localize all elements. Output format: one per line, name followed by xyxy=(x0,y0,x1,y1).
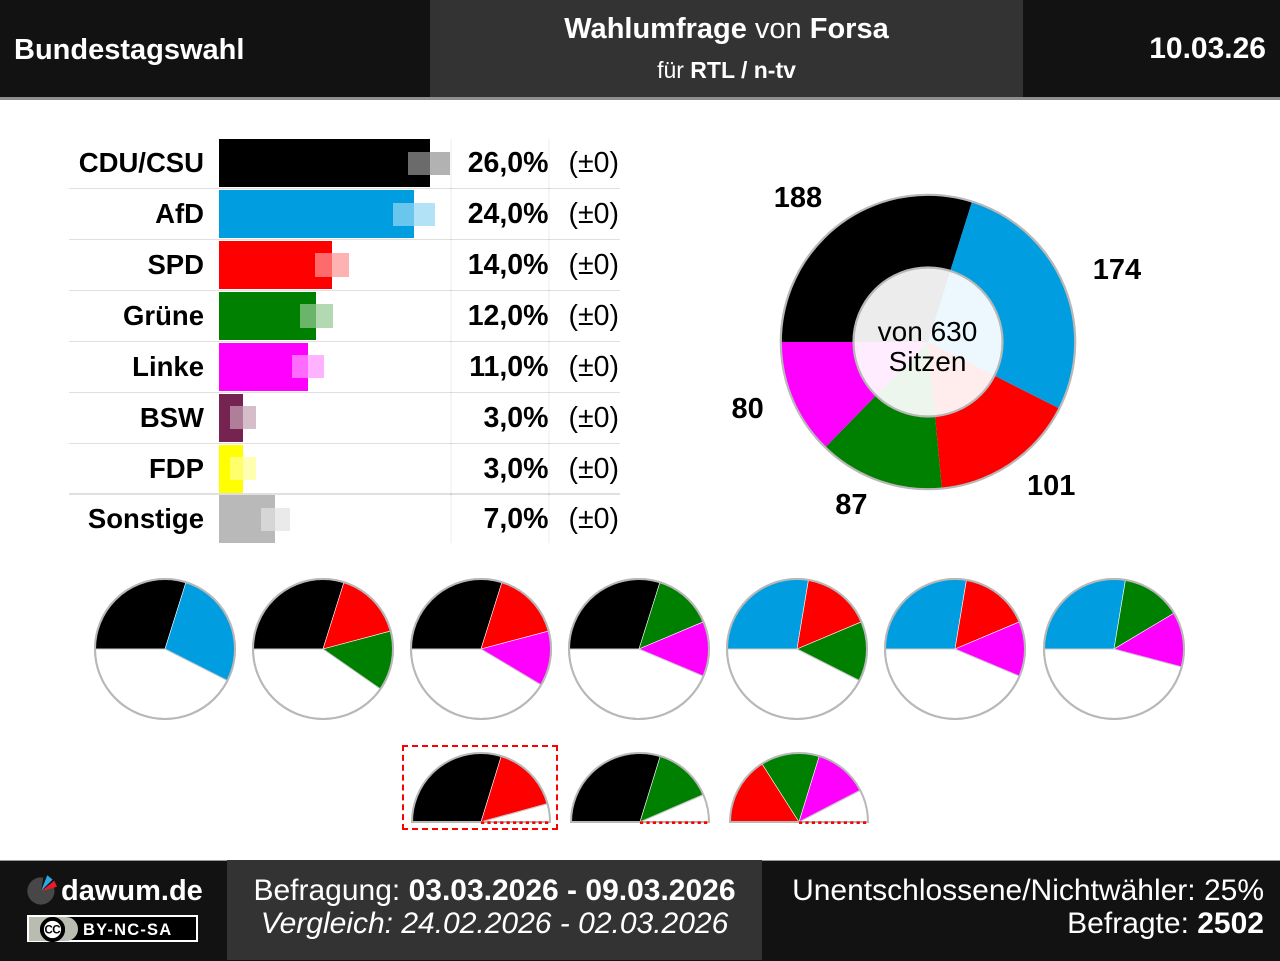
svg-text:CC: CC xyxy=(44,924,60,936)
